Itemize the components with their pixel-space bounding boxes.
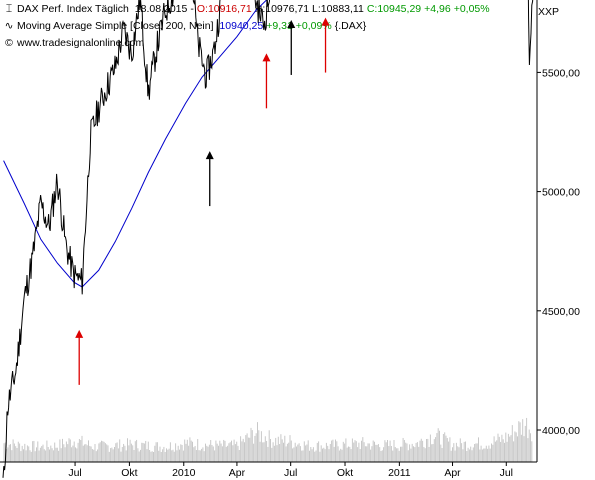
- y-tick-label: 4500,00: [542, 306, 580, 318]
- y-tick-label: 4000,00: [542, 425, 580, 437]
- ma-name: Moving Average Simple [Close, 200, Nein]: [17, 20, 214, 32]
- ma-value: 10940,25: [219, 20, 264, 32]
- ma-header: ∿ Moving Average Simple [Close, 200, Nein…: [4, 20, 369, 32]
- x-tick-label: Okt: [121, 467, 137, 479]
- ma-symbol: {.DAX}: [334, 20, 367, 32]
- change-pct-value: +0,05%: [453, 3, 490, 15]
- x-tick-label: Okt: [337, 467, 353, 479]
- ma-change-pct: +0,09%: [295, 20, 332, 32]
- x-tick-label: Apr: [229, 467, 246, 479]
- high-value: H:10976,71: [254, 3, 310, 15]
- copyright-icon: ©: [5, 37, 13, 49]
- arrow-head: [321, 17, 330, 26]
- y-tick-label: 5500,00: [542, 67, 580, 79]
- instrument-name: DAX Perf. Index Täglich: [17, 3, 129, 15]
- price-header: ⌶ DAX Perf. Index Täglich 18.08.2015- O:10…: [4, 3, 493, 16]
- low-value: L:10883,11: [312, 3, 364, 15]
- arrow-head: [75, 329, 84, 338]
- moving-average-line: [3, 0, 268, 288]
- arrow-head: [287, 19, 296, 28]
- red-arrow-3: [262, 53, 271, 109]
- dax-price-line: [2, 0, 534, 478]
- change-value: +4,96: [424, 3, 451, 15]
- close-value: C:10945,29: [366, 3, 422, 15]
- arrow-head: [205, 151, 214, 160]
- header-date: 18.08.2015: [134, 3, 188, 15]
- x-tick-label: Jul: [68, 467, 81, 479]
- candle-icon: ⌶: [5, 3, 13, 15]
- x-tick-label: 2010: [172, 467, 196, 479]
- black-arrow-4: [287, 19, 296, 75]
- x-tick-label: 2011: [388, 467, 411, 479]
- open-value: O:10916,71: [196, 3, 252, 15]
- x-tick-label: Jul: [500, 467, 513, 479]
- black-arrow-2: [205, 151, 214, 207]
- red-arrow-1: [75, 329, 84, 385]
- website-line: © www.tradesignalonline.com: [4, 37, 147, 49]
- y-tick-label: 5000,00: [542, 187, 580, 199]
- ma-change: +9,31: [266, 20, 293, 32]
- x-tick-label: Apr: [444, 467, 461, 479]
- website-link[interactable]: www.tradesignalonline.com: [17, 37, 145, 49]
- x-tick-label: Jul: [284, 467, 297, 479]
- wave-icon: ∿: [4, 20, 14, 32]
- exchange-label: XXP: [538, 6, 560, 18]
- separator: -: [190, 3, 194, 15]
- volume-bars: [3, 417, 533, 462]
- arrow-head: [262, 53, 271, 62]
- red-arrow-5: [321, 17, 330, 73]
